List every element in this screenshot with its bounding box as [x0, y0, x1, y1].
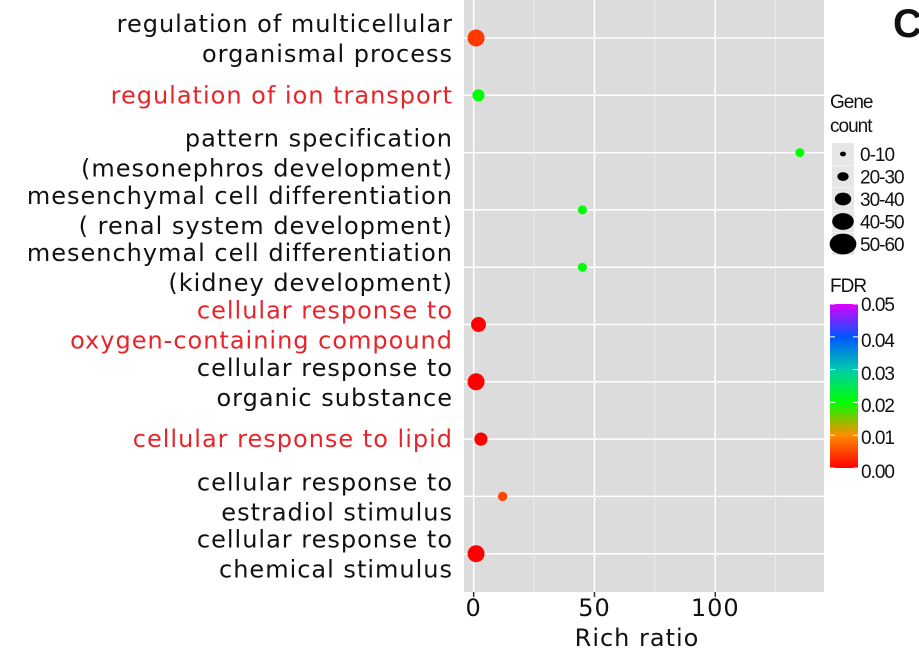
size-legend-key	[834, 192, 852, 206]
data-point	[467, 373, 485, 391]
panel-letter: C	[893, 2, 919, 46]
fdr-legend-title: FDR	[830, 276, 866, 297]
category-label: regulation of ion transport	[111, 81, 453, 109]
data-point	[497, 491, 508, 502]
category-label: chemical stimulus	[219, 556, 453, 584]
x-axis-title: Rich ratio	[575, 624, 700, 652]
data-point	[472, 89, 485, 102]
plot-panel	[464, 0, 824, 592]
fdr-colorbar	[830, 304, 858, 468]
category-label: cellular response to	[197, 468, 453, 496]
category-label: estradiol stimulus	[221, 498, 453, 526]
category-label: cellular response to	[197, 354, 453, 382]
fdr-tick-label: 0.04	[861, 331, 895, 352]
size-legend-label: 20-30	[860, 168, 904, 189]
category-label: mesenchymal cell differentiation	[27, 239, 453, 267]
fdr-tick-label: 0.05	[861, 295, 894, 316]
major-gridlines	[464, 0, 824, 592]
x-tick-label: 50	[578, 594, 611, 622]
data-points	[467, 29, 805, 563]
size-legend-key	[837, 172, 849, 181]
category-label: cellular response to lipid	[133, 425, 453, 453]
size-legend-key	[829, 233, 857, 255]
size-legend-label: 0-10	[860, 145, 894, 166]
data-point	[577, 205, 587, 215]
size-legend-label: 30-40	[860, 190, 904, 211]
category-label: oxygen-containing compound	[70, 327, 453, 355]
category-label: ( renal system development)	[79, 212, 453, 240]
category-label: regulation of multicellular	[117, 10, 453, 38]
category-label: mesenchymal cell differentiation	[27, 182, 453, 210]
category-label: cellular response to	[197, 526, 453, 554]
size-legend-label: 50-60	[860, 235, 904, 256]
size-legend-title: Gene	[830, 92, 873, 113]
data-point	[795, 148, 805, 158]
data-point	[471, 317, 486, 332]
category-label: organismal process	[202, 40, 453, 68]
category-label: (mesonephros development)	[81, 155, 453, 183]
category-label: pattern specification	[185, 125, 453, 153]
x-axis: 0 50 100	[466, 592, 740, 622]
minor-gridlines	[533, 0, 777, 592]
fdr-tick-label: 0.00	[861, 462, 894, 483]
fdr-tick-label: 0.03	[861, 364, 894, 385]
data-point	[467, 29, 485, 47]
data-point	[467, 545, 485, 563]
size-legend-key	[840, 151, 846, 157]
category-label: cellular response to	[197, 297, 453, 325]
fdr-tick-label: 0.01	[861, 428, 894, 449]
data-point	[474, 432, 488, 446]
x-tick-label: 100	[691, 594, 740, 622]
fdr-tick-label: 0.02	[861, 396, 894, 417]
size-legend-label: 40-50	[860, 213, 904, 234]
data-point	[577, 262, 587, 272]
size-legend-key	[832, 213, 854, 230]
category-label: organic substance	[216, 384, 453, 412]
x-tick-label: 0	[466, 594, 482, 622]
size-legend-title: count	[830, 116, 873, 137]
category-label: (kidney development)	[168, 269, 453, 297]
